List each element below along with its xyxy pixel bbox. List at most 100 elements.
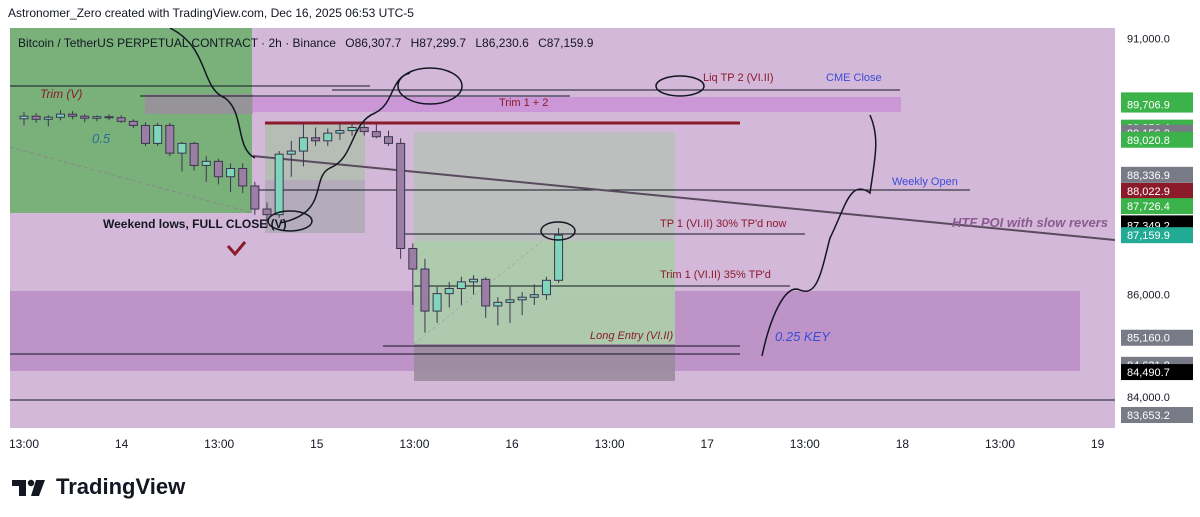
time-tick-label: 14 (115, 437, 129, 451)
price-label-text: 89,706.9 (1127, 100, 1170, 112)
price-axis[interactable]: 91,000.086,000.084,000.089,788.689,706.9… (1115, 28, 1200, 428)
price-label-text: 83,653.2 (1127, 410, 1170, 422)
price-label-text: 85,160.0 (1127, 333, 1170, 345)
level-cme-close: CME Close (826, 72, 882, 84)
price-label-badge (1121, 182, 1193, 199)
candle-down[interactable] (250, 185, 260, 210)
candle-up[interactable] (517, 296, 527, 301)
time-axis-svg: 13:00 14 13:00 15 13:00 16 13:00 17 13:00 18 13:00… (9, 437, 1105, 451)
time-tick-label: 19 (1091, 437, 1105, 451)
candle-down[interactable] (104, 116, 114, 119)
candle-up[interactable] (92, 116, 102, 119)
candle-down[interactable] (141, 124, 150, 144)
candle-up[interactable] (554, 234, 564, 281)
candle-up[interactable] (444, 288, 454, 295)
price-label-badge (1121, 227, 1193, 244)
annotation-fib: 0.5 (92, 131, 111, 146)
candle-up[interactable] (286, 150, 296, 155)
candle-up[interactable] (456, 281, 466, 290)
time-tick-label: 13:00 (595, 437, 625, 451)
price-label-badge (1121, 131, 1193, 148)
candle-down[interactable] (213, 160, 223, 178)
candle-up[interactable] (469, 278, 479, 283)
time-tick-label: 17 (701, 437, 715, 451)
candle-up[interactable] (274, 153, 284, 216)
chart-credit: Astronomer_Zero created with TradingView… (8, 6, 414, 20)
annotation-key: 0.25 KEY (775, 329, 831, 344)
candle-down[interactable] (420, 268, 430, 312)
price-label-badge (1121, 166, 1193, 183)
time-tick-label: 18 (896, 437, 910, 451)
time-tick-label: 13:00 (10, 437, 39, 451)
level-trim1: Trim 1 (VI.II) 35% TP'd (660, 269, 771, 281)
candle-down[interactable] (68, 113, 78, 117)
candle-up[interactable] (529, 294, 539, 298)
drawn-ellipse-1 (397, 67, 463, 105)
level-trim-1-2: Trim 1 + 2 (499, 97, 548, 109)
annotation-weekend-lows: Weekend lows, FULL CLOSE (V) (103, 217, 287, 231)
price-label-text: 87,159.9 (1127, 230, 1170, 242)
candle-up[interactable] (201, 160, 211, 166)
sl-zone (414, 344, 675, 381)
candle-up[interactable] (55, 113, 65, 118)
candle-down[interactable] (384, 136, 393, 144)
candle-down[interactable] (396, 142, 406, 250)
candles-group (19, 110, 564, 333)
price-label-text: 88,022.9 (1127, 186, 1170, 198)
legend-low: L86,230.6 (475, 36, 529, 50)
legend-close: C87,159.9 (538, 36, 594, 50)
annotation-htf-poi: HTF POI with slow revers (952, 215, 1108, 230)
candle-down[interactable] (116, 117, 126, 122)
candle-up[interactable] (19, 115, 29, 120)
candle-up[interactable] (493, 301, 503, 307)
time-tick-label: 16 (505, 437, 519, 451)
candle-up[interactable] (43, 116, 53, 120)
level-weekly-open: Weekly Open (892, 176, 958, 188)
price-tick-label: 84,000.0 (1127, 392, 1170, 404)
price-label-badge (1121, 407, 1193, 424)
candle-up[interactable] (505, 299, 515, 303)
candle-up[interactable] (323, 132, 333, 142)
candle-up[interactable] (177, 142, 187, 154)
time-tick-label: 13:00 (790, 437, 820, 451)
time-axis[interactable]: 13:00 14 13:00 15 13:00 16 13:00 17 13:00 18 13:00… (9, 428, 1115, 458)
candle-down[interactable] (408, 248, 418, 270)
price-label-badge (1121, 329, 1193, 346)
price-label-badge (1121, 198, 1193, 215)
bullish-zone (10, 28, 252, 213)
price-label-text: 84,490.7 (1127, 367, 1170, 379)
time-tick-label: 13:00 (985, 437, 1015, 451)
candle-down[interactable] (262, 208, 272, 216)
candle-down[interactable] (359, 126, 369, 133)
candle-down[interactable] (128, 120, 138, 126)
candle-up[interactable] (347, 126, 357, 132)
candle-up[interactable] (153, 124, 163, 144)
symbol-legend: Bitcoin / TetherUS PERPETUAL CONTRACT · … (18, 36, 599, 50)
candle-up[interactable] (226, 168, 236, 178)
price-label-text: 89,020.8 (1127, 135, 1170, 147)
candle-down[interactable] (31, 115, 41, 120)
candle-down[interactable] (481, 278, 491, 307)
time-tick-label: 13:00 (204, 437, 234, 451)
candle-down[interactable] (80, 115, 90, 119)
candlestick-chart[interactable]: Trim (V) 0.5 Weekend lows, FULL CLOSE (V… (10, 28, 1115, 428)
chart-area[interactable]: Trim (V) 0.5 Weekend lows, FULL CLOSE (V… (10, 28, 1115, 428)
price-tick-label: 91,000.0 (1127, 33, 1170, 45)
candle-up[interactable] (541, 279, 551, 296)
candle-down[interactable] (238, 168, 248, 187)
annotation-trim-v: Trim (V) (40, 87, 82, 101)
candle-up[interactable] (335, 130, 345, 134)
candle-up[interactable] (298, 137, 308, 152)
price-axis-svg: 91,000.086,000.084,000.089,788.689,706.9… (1121, 33, 1193, 424)
trim-zone (145, 94, 253, 114)
legend-high: H87,299.7 (410, 36, 467, 50)
candle-up[interactable] (432, 293, 442, 312)
candle-down[interactable] (371, 131, 381, 138)
price-tick-label: 86,000.0 (1127, 290, 1170, 302)
candle-down[interactable] (311, 137, 321, 142)
price-label-text: 87,726.4 (1127, 201, 1170, 213)
trim-1-2-zone (253, 97, 901, 112)
candle-down[interactable] (189, 142, 199, 166)
level-tp1: TP 1 (VI.II) 30% TP'd now (660, 218, 786, 230)
candle-down[interactable] (165, 124, 175, 154)
